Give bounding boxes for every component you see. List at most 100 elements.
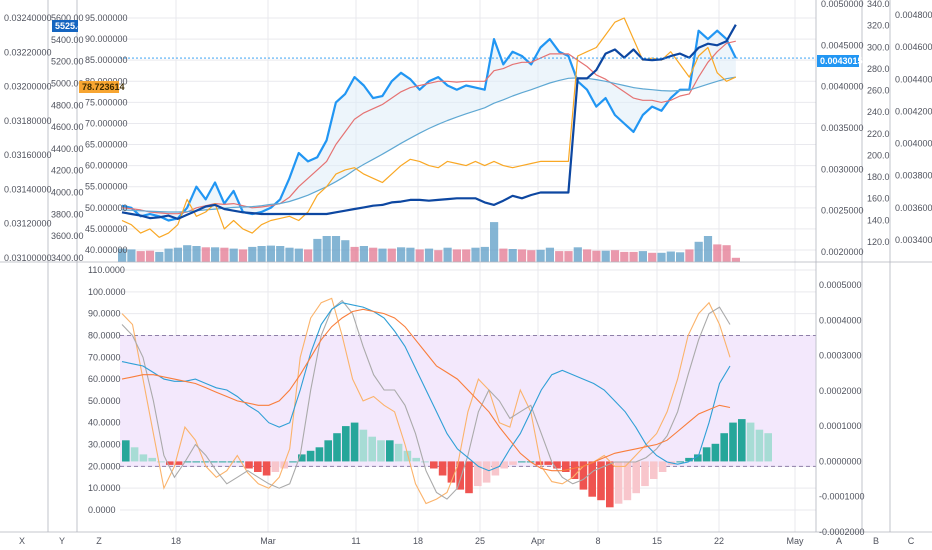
right-mid-axis-tick: 180.0 (867, 172, 890, 182)
left-outer-axis-tick: 0.03100000 (4, 253, 52, 263)
histogram-bar (729, 422, 737, 462)
time-tick-label: 8 (595, 536, 600, 546)
histogram-bar (139, 454, 148, 462)
price-axis-tick: 95.000000 (85, 13, 128, 23)
price-axis-tick: 85.000000 (85, 55, 128, 65)
oscillator-axis-tick: 100.0000 (88, 287, 126, 297)
histogram-bar (333, 433, 341, 462)
time-tick-label: 25 (475, 536, 485, 546)
volume-bar (220, 247, 229, 262)
volume-bar (350, 246, 359, 262)
volume-bar (471, 247, 480, 262)
volume-bar (583, 249, 592, 262)
histogram-bar (430, 461, 438, 469)
histogram-bar (218, 461, 227, 463)
histogram-bar (342, 426, 350, 462)
volume-bar (527, 250, 536, 262)
histogram-bar (438, 461, 447, 476)
left-mid-price-badge: 5525.43 (55, 21, 88, 31)
volume-bars (118, 222, 740, 262)
volume-bar (359, 246, 368, 262)
histogram-bar (324, 440, 332, 462)
histogram-bar (130, 447, 139, 462)
histogram-bar (553, 461, 561, 469)
axis-toggle-button-a[interactable]: A (836, 536, 842, 546)
volume-bar (276, 246, 285, 262)
histogram-bar (570, 461, 579, 479)
right-mid-axis-tick: 340.0 (867, 0, 890, 9)
left-mid-axis-tick: 4600.00 (51, 122, 84, 132)
volume-bar (164, 248, 173, 262)
volume-bar (638, 251, 647, 262)
volume-bar (313, 238, 322, 262)
histogram-bar (157, 461, 165, 463)
volume-bar (145, 250, 155, 262)
axis-toggle-button-c[interactable]: C (908, 536, 915, 546)
histogram-bar (262, 461, 271, 476)
volume-bar (694, 241, 703, 262)
volume-bar (397, 247, 406, 262)
volume-bar (452, 249, 461, 262)
volume-bar (434, 250, 443, 262)
volume-bar (517, 249, 527, 262)
histogram-bar (694, 454, 702, 462)
price-axis-tick: 45.000000 (85, 224, 128, 234)
histogram-bar (764, 433, 772, 462)
volume-bar (201, 247, 210, 262)
histogram-bar (711, 443, 720, 462)
price-axis-tick: 90.000000 (85, 34, 128, 44)
oscillator-right-axis-tick: 0.0004000 (819, 315, 862, 325)
price-series-line (121, 24, 737, 220)
right-inner-price-badge-bg (817, 55, 859, 67)
histogram-bar (658, 461, 667, 472)
oscillator-axis-tick: 90.0000 (88, 309, 121, 319)
left-mid-axis-tick: 5400.00 (51, 35, 84, 45)
left-outer-axis-tick: 0.03140000 (4, 184, 52, 194)
price-badges: 5525.43 78.723614 0.0043015 (52, 20, 863, 93)
volume-bar (183, 245, 192, 262)
histogram-bar (456, 461, 464, 490)
oscillator-right-axis-tick: 0.0002000 (819, 386, 862, 396)
right-mid-axis-tick: 220.0 (867, 129, 890, 139)
histogram-bar (755, 429, 764, 462)
histogram-bar (403, 450, 412, 462)
axis-toggle-button-x[interactable]: X (19, 536, 25, 546)
oscillator-line (121, 308, 731, 472)
axis-toggle-button-y[interactable]: Y (59, 536, 65, 546)
histogram-bar (122, 440, 130, 462)
volume-bar (592, 250, 601, 262)
volume-bar (285, 247, 294, 262)
left-mid-axis-tick: 4000.00 (51, 188, 84, 198)
volume-bar (294, 248, 303, 262)
oscillator-line (121, 297, 731, 505)
volume-bar (341, 240, 350, 262)
price-series-line (121, 40, 736, 215)
volume-bar (136, 251, 145, 262)
volume-bar (610, 250, 620, 262)
oscillator-axis-tick: 50.0000 (88, 396, 121, 406)
volume-bar (229, 248, 238, 262)
right-inner-axis-tick: 0.0035000 (821, 123, 864, 133)
histogram-bar (676, 461, 684, 463)
histogram-bar (227, 461, 236, 463)
histogram-bar (738, 419, 746, 462)
oscillator-right-axis-tick: -0.0002000 (819, 527, 865, 537)
left-mid-axis-tick: 4200.00 (51, 166, 84, 176)
left-mid-axis-tick: 4800.00 (51, 100, 84, 110)
right-inner-price-badge: 0.0043015 (820, 56, 863, 66)
oscillator-line (121, 302, 731, 472)
histogram-bar (289, 461, 297, 463)
axis-toggle-button-b[interactable]: B (873, 536, 879, 546)
histogram-bar (412, 457, 420, 462)
histogram-bar (509, 461, 517, 465)
time-tick-label: Apr (531, 536, 545, 546)
axis-toggle-button-z[interactable]: Z (96, 536, 102, 546)
volume-bar (713, 244, 722, 262)
left-outer-axis-tick: 0.03220000 (4, 47, 52, 57)
price-axis-tick: 40.000000 (85, 245, 128, 255)
left-mid-axis-tick: 3600.00 (51, 231, 84, 241)
oscillator-line (121, 299, 731, 500)
histogram-bar (614, 461, 623, 504)
